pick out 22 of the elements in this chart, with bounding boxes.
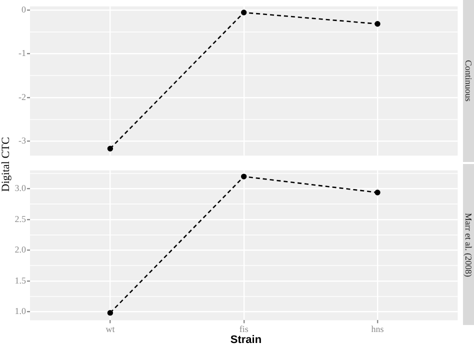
x-tick-label: hns <box>371 324 384 334</box>
point <box>241 174 247 180</box>
y-tick-label: -2 <box>18 92 26 102</box>
y-tick-label: 1.5 <box>14 275 26 286</box>
y-tick-label: -3 <box>18 136 26 146</box>
x-tick-label: fis <box>239 324 249 334</box>
y-tick-label: 2.5 <box>14 214 26 224</box>
x-tick-label: wt <box>106 324 116 334</box>
y2-axis-title: Marr et al. (2008) <box>464 212 474 276</box>
y-tick-label: 3.0 <box>14 183 26 194</box>
y-tick-label: 1.0 <box>14 306 26 316</box>
point <box>107 310 114 316</box>
y-tick-label: 2.0 <box>14 244 26 255</box>
y-tick-label: 0 <box>22 4 26 14</box>
point <box>374 190 380 196</box>
point <box>107 146 114 152</box>
point <box>374 21 380 27</box>
y2-axis-title: Continuous <box>464 60 474 102</box>
y-axis-title: Digital CTC <box>0 136 12 192</box>
point <box>241 10 247 16</box>
x-axis-title: Strain <box>229 334 263 346</box>
y-tick-label: -1 <box>18 48 26 58</box>
